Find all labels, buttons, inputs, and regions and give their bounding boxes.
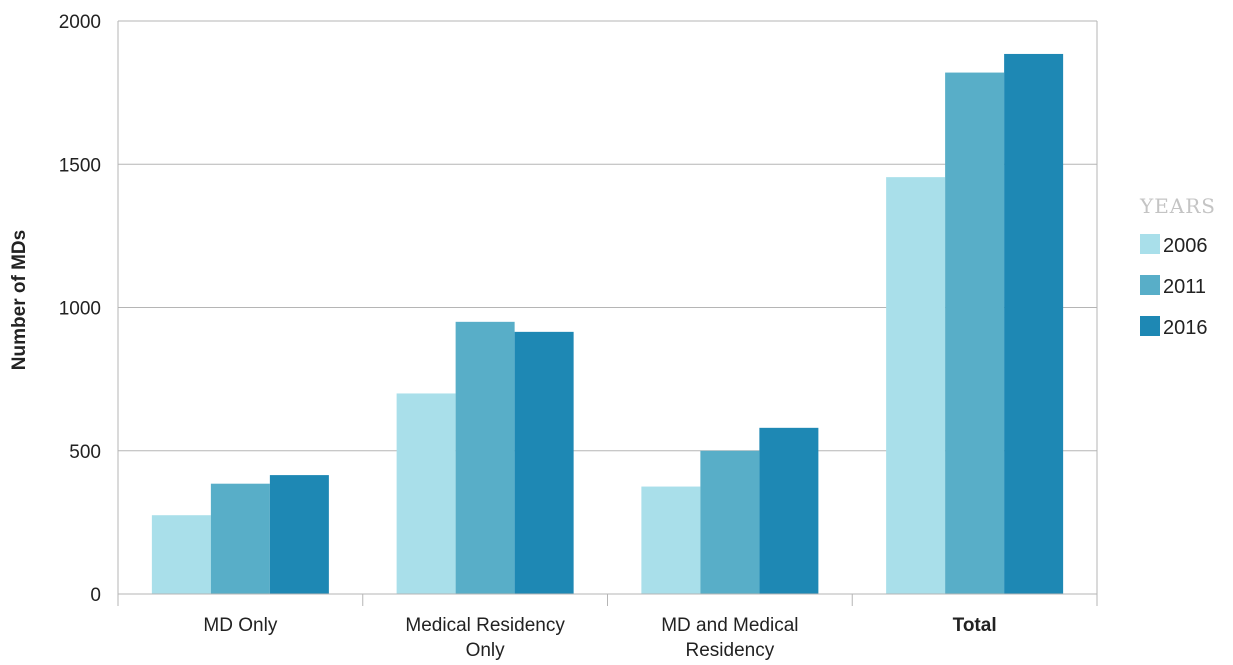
bar-2016-2 <box>759 427 819 594</box>
bar-2011-1 <box>455 321 515 594</box>
bar-2011-3 <box>945 72 1005 594</box>
bar-2006-2 <box>641 486 701 594</box>
bar-2006-1 <box>396 393 456 594</box>
y-tick-label: 0 <box>90 585 101 606</box>
y-tick-label: 500 <box>69 442 101 463</box>
bar-2016-0 <box>269 475 329 594</box>
legend-label-2016: 2016 <box>1163 317 1208 339</box>
category-label: Total <box>953 615 997 636</box>
y-tick-label: 2000 <box>59 12 101 33</box>
category-label: Only <box>466 640 506 661</box>
y-tick-label: 1000 <box>59 299 101 320</box>
legend-swatch-2016 <box>1140 316 1160 336</box>
category-labels: MD Only Medical Residency Only MD and Medic… <box>203 615 996 661</box>
legend: YEARS 2006 2011 2016 <box>1139 194 1216 339</box>
bar-2016-3 <box>1004 53 1064 594</box>
bars-layer <box>151 53 1064 594</box>
bar-2006-0 <box>151 515 211 594</box>
legend-swatch-2011 <box>1140 275 1160 295</box>
legend-label-2011: 2011 <box>1163 276 1206 298</box>
legend-label-2006: 2006 <box>1163 235 1208 257</box>
category-label: MD and Medical <box>661 615 798 636</box>
legend-title: YEARS <box>1139 194 1216 218</box>
bar-2011-0 <box>210 483 270 594</box>
y-axis-label: Number of MDs <box>9 230 30 370</box>
bar-2011-2 <box>700 450 760 594</box>
legend-swatch-2006 <box>1140 234 1160 254</box>
category-label: Residency <box>686 640 775 661</box>
bar-2006-3 <box>886 177 946 594</box>
y-tick-label: 1500 <box>59 155 101 176</box>
y-tick-labels: 0 500 1000 1500 2000 <box>59 12 101 606</box>
category-label: Medical Residency <box>405 615 565 636</box>
axes-layer <box>117 21 1098 606</box>
bar-2016-1 <box>514 331 574 594</box>
legend-items: 2006 2011 2016 <box>1140 234 1208 339</box>
category-label: MD Only <box>203 615 277 636</box>
